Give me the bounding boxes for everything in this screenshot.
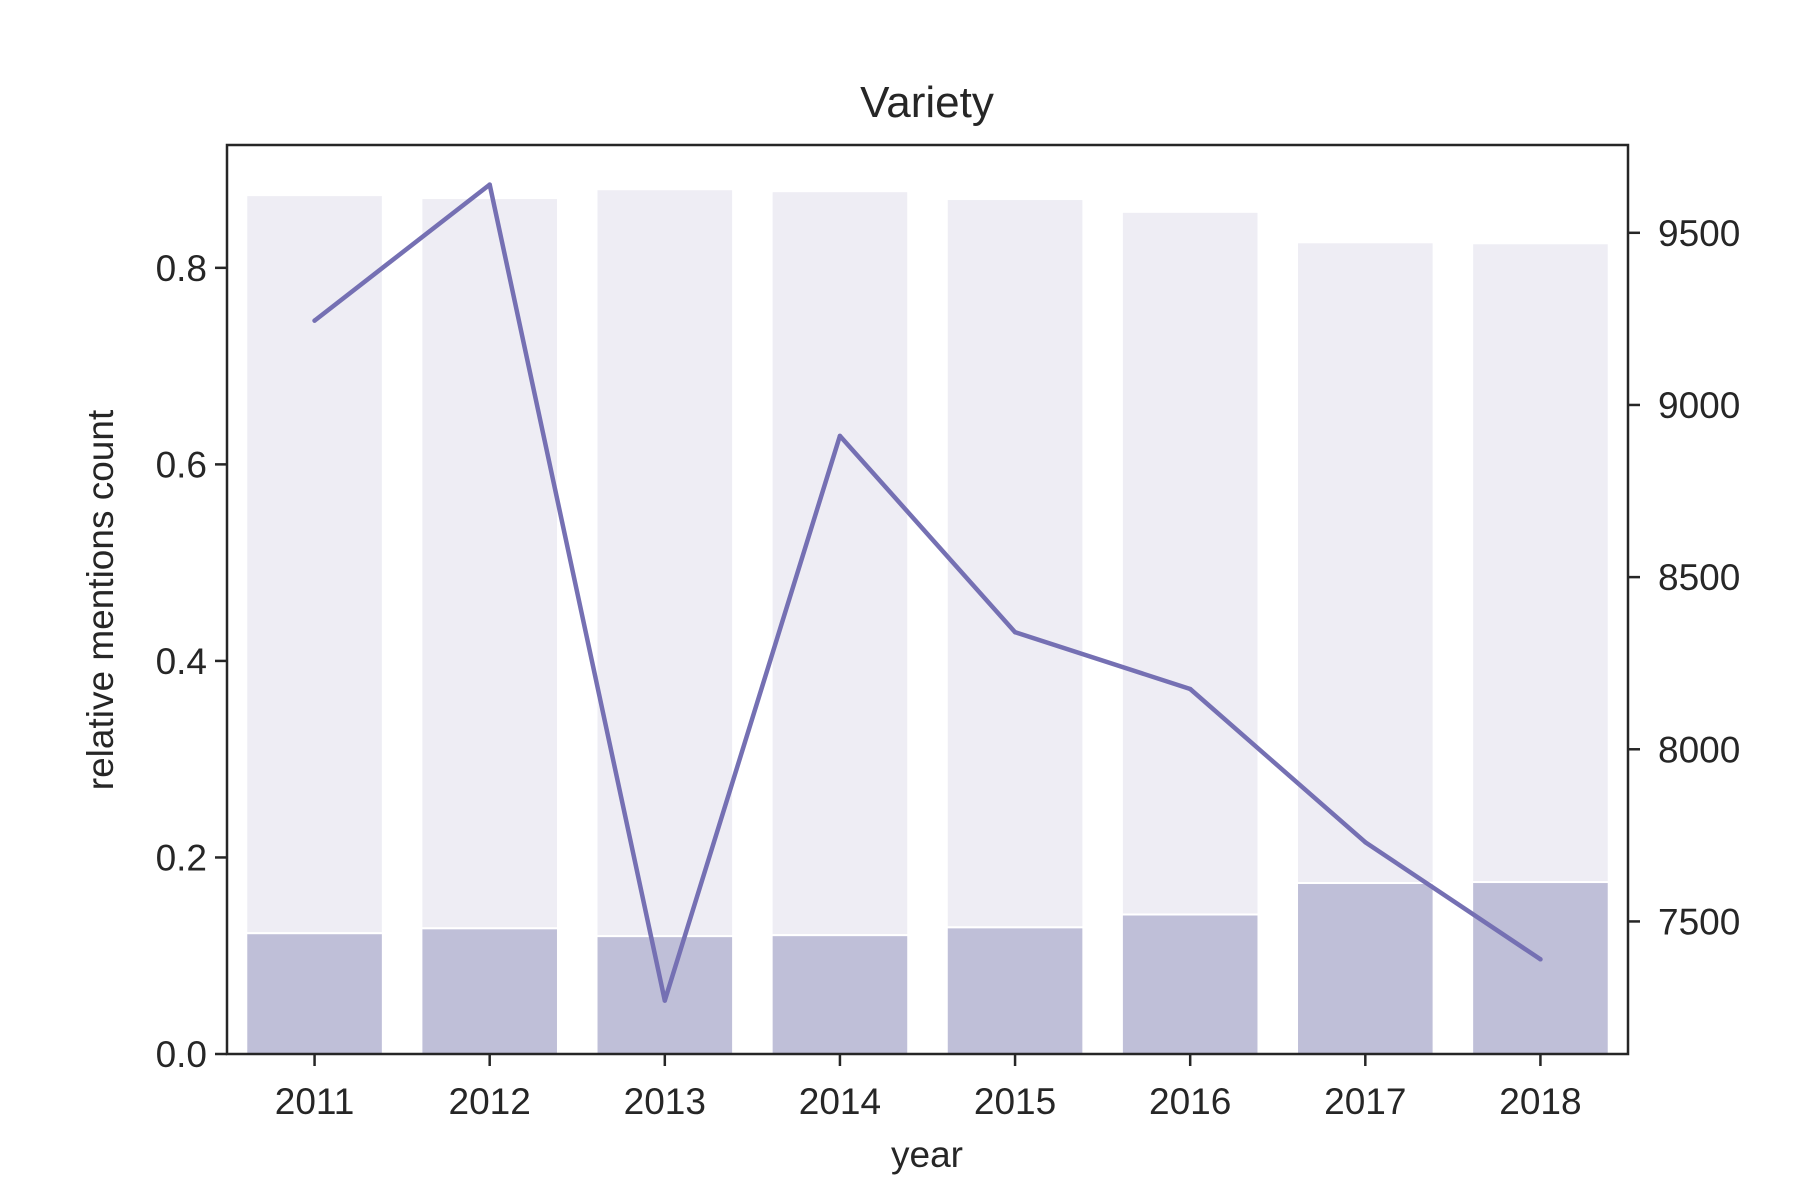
bar-bottom-2012 [420, 927, 559, 1055]
x-tick-label: 2011 [275, 1081, 355, 1122]
bar-top-2017 [1296, 241, 1435, 885]
right-axis: 7500 8000 8500 9000 9500 [1628, 213, 1740, 942]
bar-bottom-2016 [1120, 913, 1260, 1056]
line-point-2018 [1538, 957, 1543, 962]
x-axis-title: year [891, 1134, 963, 1175]
y-tick-label: 0.2 [156, 837, 207, 878]
bars-group [245, 188, 1610, 1056]
bar-bottom-2017 [1296, 882, 1435, 1055]
line-point-2015 [1012, 630, 1018, 635]
x-axis: 2011 2012 2013 2014 2015 2016 2017 2018 [275, 1054, 1582, 1122]
y2-tick-label: 9000 [1658, 385, 1740, 426]
line-point-2014 [837, 433, 843, 439]
line-point-2016 [1187, 686, 1193, 692]
line-point-2011 [312, 318, 317, 323]
line-point-2017 [1363, 840, 1368, 845]
bar-top-2013 [595, 188, 735, 938]
bar-bottom-2011 [245, 932, 384, 1055]
y-tick-label: 0.8 [156, 248, 207, 289]
y2-tick-label: 9500 [1658, 213, 1740, 254]
y-tick-label: 0.6 [156, 444, 207, 485]
y-tick-label: 0.0 [156, 1034, 207, 1075]
line-group [312, 182, 1543, 1003]
bar-bottom-2018 [1471, 881, 1610, 1056]
y2-tick-label: 8000 [1658, 729, 1740, 770]
x-tick-label: 2015 [974, 1081, 1056, 1122]
plot-frame [225, 143, 1630, 1056]
bar-top-2016 [1120, 210, 1260, 916]
bar-top-2015 [945, 198, 1085, 929]
y-axis-title: relative mentions count [80, 409, 121, 790]
bar-bottom-2014 [770, 934, 910, 1055]
x-tick-label: 2012 [449, 1081, 531, 1122]
x-tick-label: 2017 [1324, 1081, 1406, 1122]
x-tick-label: 2013 [624, 1081, 706, 1122]
left-axis: 0.0 0.2 0.4 0.6 0.8 [156, 248, 227, 1075]
bar-top-2012 [420, 197, 559, 930]
chart-title: Variety [860, 78, 994, 127]
y2-tick-label: 7500 [1658, 901, 1740, 942]
line-point-2013 [662, 998, 668, 1003]
bar-top-2018 [1471, 242, 1610, 884]
x-tick-label: 2014 [799, 1081, 881, 1122]
x-tick-label: 2016 [1149, 1081, 1231, 1122]
y-tick-label: 0.4 [156, 641, 207, 682]
bar-top-2014 [770, 190, 910, 937]
bar-top-2011 [245, 194, 384, 935]
line-point-2012 [487, 182, 492, 187]
y2-tick-label: 8500 [1658, 557, 1740, 598]
x-tick-label: 2018 [1499, 1081, 1581, 1122]
bar-bottom-2015 [945, 926, 1085, 1055]
line-series [312, 182, 1543, 1003]
